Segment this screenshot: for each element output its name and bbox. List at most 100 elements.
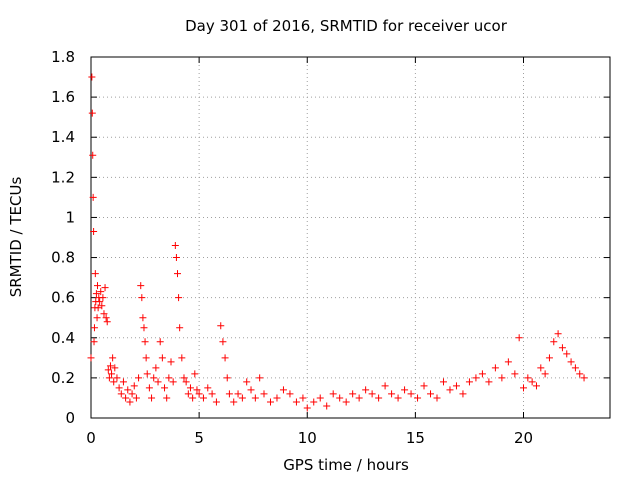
data-point bbox=[96, 298, 104, 306]
data-point bbox=[100, 310, 108, 318]
data-point bbox=[303, 404, 311, 412]
data-point bbox=[273, 394, 281, 402]
data-point bbox=[94, 304, 102, 312]
data-point bbox=[310, 398, 318, 406]
data-point bbox=[401, 386, 409, 394]
data-point bbox=[580, 374, 588, 382]
y-tick-label: 0.4 bbox=[51, 329, 75, 347]
data-point bbox=[97, 288, 105, 296]
data-point bbox=[433, 394, 441, 402]
data-point bbox=[221, 354, 229, 362]
data-point bbox=[111, 364, 119, 372]
data-point bbox=[234, 390, 242, 398]
data-point bbox=[375, 394, 383, 402]
axis-ticks: 0 0.2 0.4 0.6 0.8 1 1.2 1.4 1.6 1.8 0 5 10 15 20 bbox=[51, 48, 610, 447]
data-point bbox=[266, 398, 274, 406]
data-point bbox=[176, 324, 184, 332]
data-point bbox=[104, 366, 112, 374]
data-point bbox=[191, 370, 199, 378]
data-point bbox=[138, 294, 146, 302]
data-point bbox=[342, 398, 350, 406]
data-point bbox=[140, 324, 148, 332]
data-point bbox=[427, 390, 435, 398]
data-point bbox=[199, 394, 207, 402]
data-point bbox=[439, 378, 447, 386]
data-point bbox=[115, 384, 123, 392]
data-point bbox=[158, 354, 166, 362]
data-point bbox=[186, 384, 194, 392]
data-point bbox=[520, 384, 527, 392]
data-point bbox=[167, 358, 175, 366]
x-tick-label: 20 bbox=[514, 429, 533, 447]
data-point bbox=[279, 386, 287, 394]
y-tick-label: 0.8 bbox=[51, 249, 75, 267]
data-point bbox=[165, 374, 173, 382]
data-point bbox=[87, 354, 95, 362]
data-point bbox=[362, 386, 370, 394]
data-point bbox=[90, 338, 98, 346]
data-point bbox=[336, 394, 344, 402]
data-point bbox=[169, 378, 177, 386]
data-point bbox=[567, 358, 575, 366]
data-point bbox=[117, 390, 125, 398]
data-point bbox=[329, 390, 337, 398]
data-point bbox=[126, 398, 134, 406]
data-point bbox=[154, 378, 162, 386]
data-point bbox=[108, 370, 116, 378]
data-point bbox=[99, 294, 107, 302]
data-point bbox=[161, 384, 169, 392]
y-axis-label: SRMTID / TECUs bbox=[7, 177, 25, 298]
data-point bbox=[122, 394, 130, 402]
data-point bbox=[558, 344, 566, 352]
data-point bbox=[485, 378, 493, 386]
data-point bbox=[414, 394, 422, 402]
data-point bbox=[524, 374, 532, 382]
plot-area bbox=[90, 56, 611, 419]
data-point bbox=[299, 394, 307, 402]
data-point bbox=[93, 282, 101, 290]
data-point bbox=[88, 109, 96, 117]
data-point bbox=[349, 390, 357, 398]
data-point bbox=[119, 378, 127, 386]
x-axis-label: GPS time / hours bbox=[283, 456, 409, 474]
data-point bbox=[368, 390, 376, 398]
data-point bbox=[554, 330, 562, 338]
data-point bbox=[163, 394, 171, 402]
data-point bbox=[89, 151, 97, 159]
data-point bbox=[139, 314, 147, 322]
data-point bbox=[109, 354, 117, 362]
data-point bbox=[251, 394, 259, 402]
data-point bbox=[491, 364, 499, 372]
data-point bbox=[478, 370, 486, 378]
chart-title: Day 301 of 2016, SRMTID for receiver uco… bbox=[185, 17, 508, 35]
data-point bbox=[355, 394, 363, 402]
data-point bbox=[545, 354, 553, 362]
data-point bbox=[208, 390, 216, 398]
data-point bbox=[204, 384, 212, 392]
data-point bbox=[420, 382, 428, 390]
data-point bbox=[150, 374, 158, 382]
data-point bbox=[452, 382, 460, 390]
data-point bbox=[230, 398, 238, 406]
data-point bbox=[152, 364, 160, 372]
y-tick-label: 1.4 bbox=[51, 128, 75, 146]
data-point bbox=[182, 378, 190, 386]
data-point bbox=[128, 390, 136, 398]
data-point bbox=[88, 73, 96, 81]
data-point bbox=[217, 322, 225, 330]
x-tick-label: 0 bbox=[86, 429, 96, 447]
data-point bbox=[132, 394, 140, 402]
data-point bbox=[92, 290, 100, 298]
data-point bbox=[316, 394, 324, 402]
data-point bbox=[511, 370, 519, 378]
y-tick-label: 1.8 bbox=[51, 48, 75, 66]
data-point bbox=[90, 227, 98, 235]
y-tick-label: 0 bbox=[65, 409, 75, 427]
x-tick-label: 5 bbox=[194, 429, 204, 447]
data-point bbox=[541, 370, 549, 378]
data-point bbox=[256, 374, 264, 382]
grid-lines bbox=[91, 57, 610, 418]
x-tick-label: 10 bbox=[298, 429, 317, 447]
data-point bbox=[93, 314, 101, 322]
data-point bbox=[135, 374, 143, 382]
